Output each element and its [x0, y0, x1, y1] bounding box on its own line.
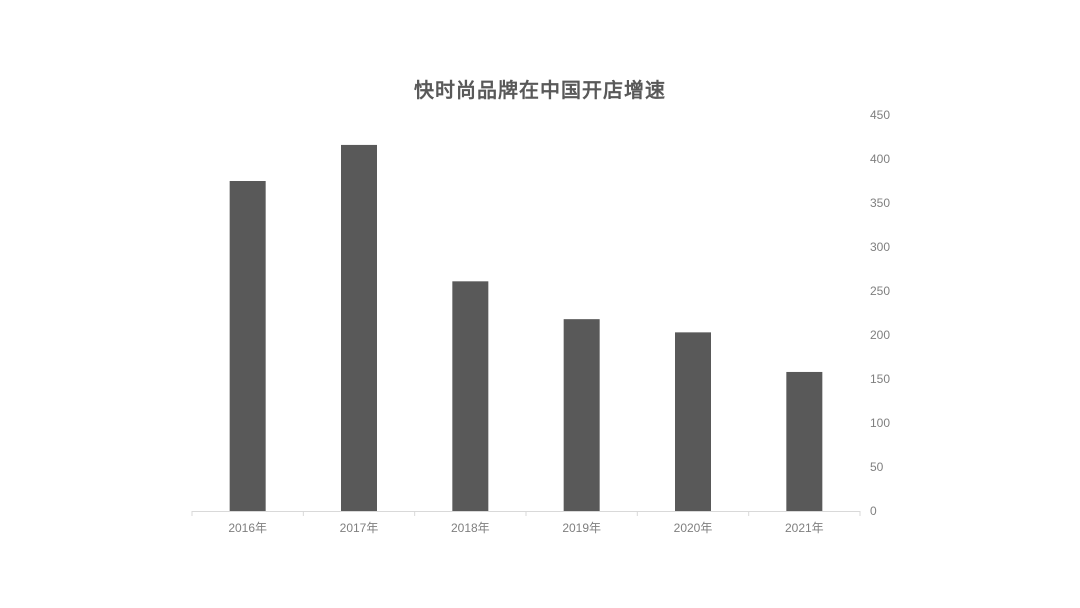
x-tick-label: 2016年: [228, 521, 267, 535]
chart-title: 快时尚品牌在中国开店增速: [414, 78, 666, 102]
x-tick-label: 2019年: [562, 521, 601, 535]
y-tick-label: 350: [870, 196, 890, 210]
bar: [341, 144, 377, 512]
y-tick-label: 450: [870, 108, 890, 122]
x-tick-label: 2020年: [674, 521, 713, 535]
y-tick-label: 200: [870, 328, 890, 342]
bar: [786, 371, 823, 511]
bar: [452, 281, 489, 511]
y-tick-label: 300: [870, 240, 890, 254]
x-tick-label: 2018年: [451, 521, 490, 535]
bar: [229, 181, 266, 511]
y-tick-label: 250: [870, 284, 890, 298]
bar: [675, 332, 711, 511]
x-tick-label: 2017年: [340, 521, 379, 535]
y-tick-label: 100: [870, 416, 890, 430]
y-tick-label: 50: [870, 460, 884, 474]
y-tick-label: 0: [870, 504, 877, 518]
x-tick-label: 2021年: [785, 521, 824, 535]
y-tick-label: 150: [870, 372, 890, 386]
bar: [563, 319, 600, 511]
y-tick-label: 400: [870, 152, 890, 166]
